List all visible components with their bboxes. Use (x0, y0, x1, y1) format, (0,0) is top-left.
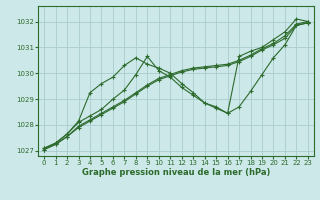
X-axis label: Graphe pression niveau de la mer (hPa): Graphe pression niveau de la mer (hPa) (82, 168, 270, 177)
